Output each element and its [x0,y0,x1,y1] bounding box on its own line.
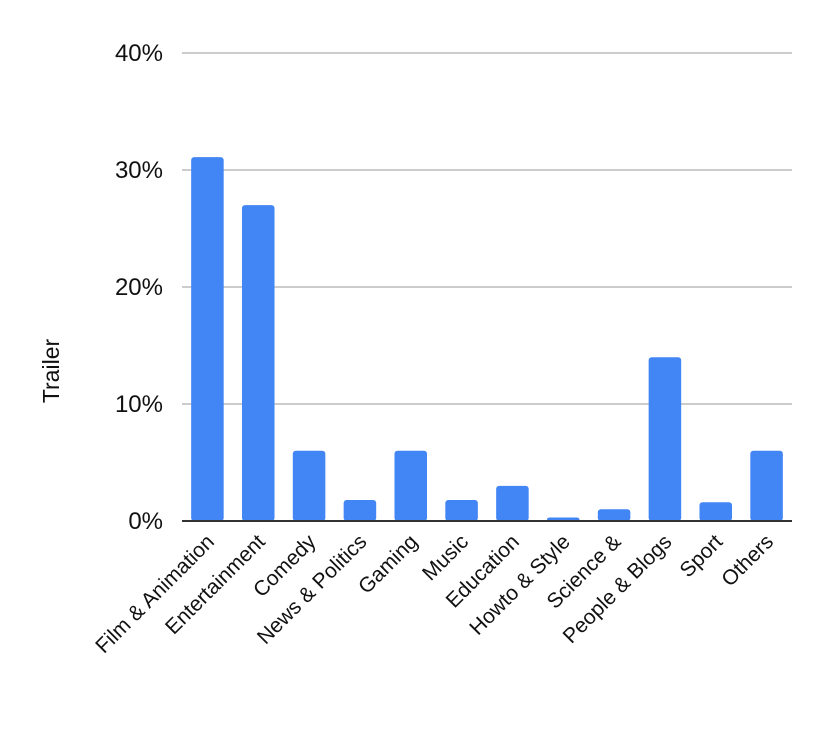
y-tick-label: 10% [115,391,163,418]
x-tick-label: Others [717,530,778,591]
bar [597,509,631,521]
gridlines [182,52,792,405]
bar [445,499,478,521]
bar [241,205,275,521]
x-axis-labels: Film & AnimationEntertainmentComedyNews … [91,530,778,658]
y-tick-label: 30% [115,157,163,184]
y-tick-label: 40% [115,40,163,67]
bar [394,450,428,521]
y-tick-label: 20% [115,274,163,301]
y-axis-title: Trailer [38,339,64,404]
bar [750,450,783,521]
y-tick-label: 0% [128,508,163,535]
bars [191,157,783,521]
bar [496,485,529,521]
bar [191,157,224,521]
bar [699,502,733,521]
y-axis-ticks: 0% 10% 20% 30% 40% [115,40,163,535]
bar [343,499,377,521]
bar [648,357,682,521]
bar [292,450,326,521]
